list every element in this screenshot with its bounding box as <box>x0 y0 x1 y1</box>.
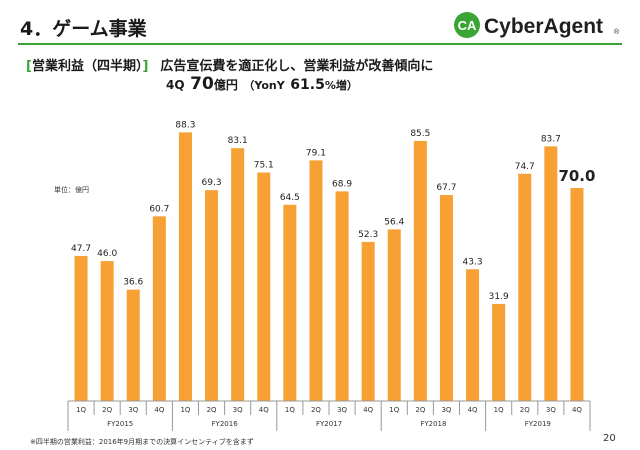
fiscal-year-label-1: FY2016 <box>212 420 239 428</box>
page-number: 20 <box>603 433 616 444</box>
quarter-label-19: 4Q <box>572 406 582 414</box>
bar-2 <box>126 289 140 401</box>
bar-5 <box>205 190 219 401</box>
value-label-10: 68.9 <box>332 179 352 189</box>
value-label-0: 47.7 <box>71 244 91 254</box>
quarter-label-3: 4Q <box>154 406 164 414</box>
bracket-open: [ <box>26 59 32 74</box>
bar-7 <box>257 172 271 401</box>
quarter-label-10: 3Q <box>337 406 347 414</box>
value-label-8: 64.5 <box>280 193 300 203</box>
bar-1 <box>100 261 114 401</box>
quarter-label-0: 1Q <box>76 406 86 414</box>
bar-4 <box>178 132 192 401</box>
value-label-2: 36.6 <box>123 278 143 288</box>
bar-6 <box>231 148 245 401</box>
footnote: ※四半期の営業利益：2016年9月期までの決算インセンティブを含まず <box>30 438 254 446</box>
bar-17 <box>518 173 532 401</box>
quarter-label-18: 3Q <box>546 406 556 414</box>
quarter-label-17: 2Q <box>520 406 530 414</box>
quarter-label-5: 2Q <box>207 406 217 414</box>
bar-14 <box>439 195 453 401</box>
bar-10 <box>335 191 349 401</box>
bar-9 <box>309 160 323 401</box>
quarter-label-16: 1Q <box>494 406 504 414</box>
value-label-5: 69.3 <box>202 178 222 188</box>
value-label-18: 83.7 <box>541 134 561 144</box>
quarter-label-9: 2Q <box>311 406 321 414</box>
summary-quarter: 4Q <box>166 78 185 92</box>
header-divider <box>18 43 622 45</box>
bar-16 <box>492 303 506 401</box>
bar-8 <box>283 204 297 401</box>
fiscal-year-label-0: FY2015 <box>107 420 133 428</box>
value-label-3: 60.7 <box>149 204 169 214</box>
quarter-label-1: 2Q <box>102 406 112 414</box>
quarter-label-12: 1Q <box>389 406 399 414</box>
fiscal-year-label-2: FY2017 <box>316 420 342 428</box>
value-label-4: 88.3 <box>175 120 195 130</box>
unit-label: 単位：億円 <box>54 186 89 194</box>
value-label-11: 52.3 <box>358 230 378 240</box>
value-label-19: 70.0 <box>558 167 595 185</box>
bar-0 <box>74 255 88 401</box>
svg-text:CyberAgent: CyberAgent <box>484 15 603 38</box>
value-label-1: 46.0 <box>97 249 117 259</box>
summary-line-1: [営業利益（四半期）] 広告宣伝費を適正化し、営業利益が改善傾向に <box>26 55 433 74</box>
bar-15 <box>466 269 480 401</box>
summary-line-2: 4Q 70億円 （YonY 61.5%増） <box>166 74 358 94</box>
summary-yoy-open: （YonY <box>243 79 285 92</box>
bar-12 <box>387 229 401 401</box>
bar-18 <box>544 146 558 401</box>
summary-yoy-unit: %増） <box>324 79 358 92</box>
value-label-6: 83.1 <box>228 136 248 146</box>
fiscal-year-label-3: FY2018 <box>420 420 446 428</box>
svg-text:®: ® <box>614 28 620 36</box>
quarter-label-4: 1Q <box>180 406 190 414</box>
quarter-label-8: 1Q <box>285 406 295 414</box>
value-label-7: 75.1 <box>254 161 274 171</box>
bar-11 <box>361 241 375 401</box>
quarter-label-13: 2Q <box>415 406 425 414</box>
value-label-12: 56.4 <box>384 217 404 227</box>
bar-3 <box>152 216 166 401</box>
value-label-14: 67.7 <box>436 183 456 193</box>
summary-amount: 70 <box>190 74 214 94</box>
summary-amount-unit: 億円 <box>213 78 238 92</box>
headline: 広告宣伝費を適正化し、営業利益が改善傾向に <box>160 59 434 74</box>
value-label-17: 74.7 <box>515 162 535 172</box>
value-label-9: 79.1 <box>306 148 326 158</box>
section-label: 営業利益（四半期） <box>31 59 143 74</box>
bar-19 <box>570 188 584 401</box>
summary-yoy-value: 61.5 <box>290 77 325 93</box>
quarter-label-2: 3Q <box>128 406 138 414</box>
bar-13 <box>413 140 427 401</box>
bracket-close: ] <box>142 59 149 74</box>
quarter-label-11: 4Q <box>363 406 373 414</box>
cyberagent-logo: CA CyberAgent ® <box>454 12 620 38</box>
value-label-15: 43.3 <box>463 257 483 267</box>
quarter-label-15: 4Q <box>468 406 478 414</box>
quarter-label-6: 3Q <box>233 406 243 414</box>
fiscal-year-label-4: FY2019 <box>525 420 551 428</box>
quarter-label-7: 4Q <box>259 406 269 414</box>
svg-text:CA: CA <box>458 18 477 33</box>
value-label-16: 31.9 <box>489 292 509 302</box>
value-label-13: 85.5 <box>410 129 430 139</box>
page-title: 4．ゲーム事業 <box>20 18 147 40</box>
quarter-label-14: 3Q <box>441 406 451 414</box>
